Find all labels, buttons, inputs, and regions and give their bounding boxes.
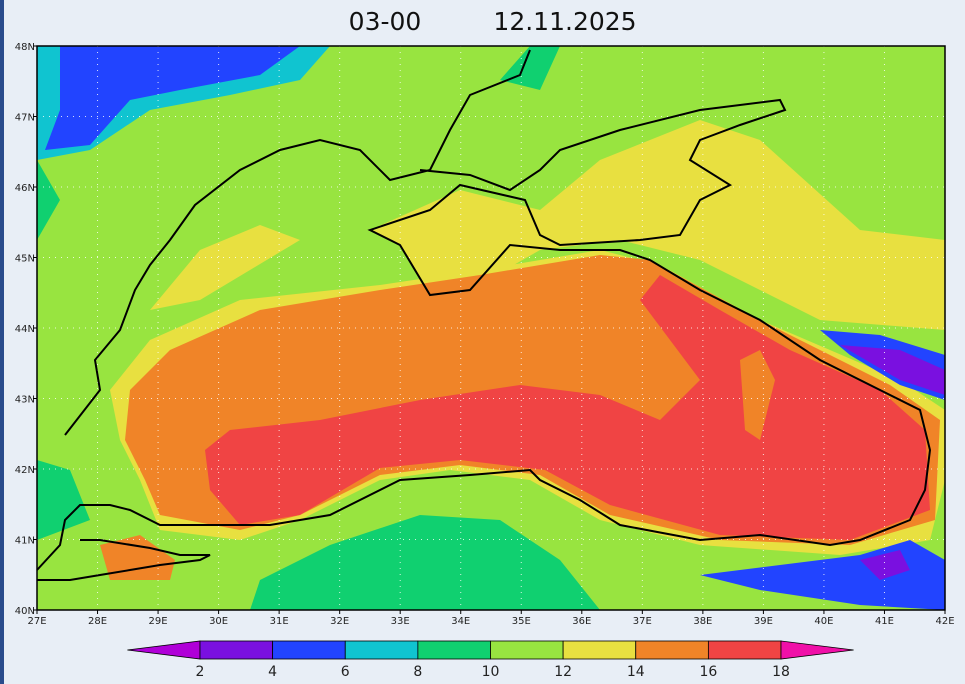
field-warm [150,120,945,330]
colorbar-label: 6 [341,664,350,680]
lon-label: 30E [209,616,228,627]
frame-edge [0,0,4,684]
lon-label: 29E [149,616,168,627]
title-time: 03-00 [349,7,422,36]
colorbar: 2 4 6 8 10 12 14 16 18 [127,640,854,680]
lat-label: 42N [15,465,35,476]
colorbar-label: 2 [196,664,205,680]
colorbar-label: 18 [772,664,790,680]
colorbar-segment [344,640,419,660]
lon-label: 36E [572,616,591,627]
colorbar-label: 14 [627,664,645,680]
lon-label: 41E [875,616,894,627]
colorbar-label: 12 [554,664,572,680]
lat-label: 46N [15,183,35,194]
colorbar-label: 4 [268,664,277,680]
coastline [36,49,932,581]
lon-label: 34E [451,616,470,627]
field-cold [45,46,300,150]
colorbar-label: 16 [699,664,717,680]
lon-label: 40E [814,616,833,627]
lon-label: 37E [633,616,652,627]
lon-label: 39E [754,616,773,627]
lat-label: 47N [15,113,35,124]
field-marmara [100,535,175,580]
field-hottest [205,275,930,540]
field-south-cool [37,460,600,610]
temperature-field [37,46,945,610]
field-hot-patch [740,350,775,440]
lon-label: 28E [88,616,107,627]
field-east-cold [700,330,945,610]
field-east-coldest [840,345,945,580]
lon-label: 32E [330,616,349,627]
colorbar-segment [562,640,637,660]
title-date: 12.11.2025 [493,7,636,36]
lat-label: 48N [15,42,35,53]
colorbar-segment [490,640,564,660]
colorbar-low [127,640,201,660]
colorbar-segment [199,640,274,660]
colorbar-high [780,640,854,660]
lon-label: 38E [693,616,712,627]
lat-label: 43N [15,395,35,406]
lon-label: 35E [512,616,531,627]
lon-label: 42E [935,616,954,627]
colorbar-label: 10 [482,664,500,680]
lat-label: 40N [15,606,35,617]
colorbar-segment [707,640,782,660]
lat-label: 44N [15,324,35,335]
lon-label: 31E [270,616,289,627]
lon-label: 33E [391,616,410,627]
colorbar-segment [635,640,709,660]
colorbar-segment [417,640,491,660]
lon-label: 27E [27,616,46,627]
colorbar-label: 8 [413,664,422,680]
lat-label: 45N [15,254,35,265]
lat-label: 41N [15,536,35,547]
colorbar-segment [272,640,346,660]
